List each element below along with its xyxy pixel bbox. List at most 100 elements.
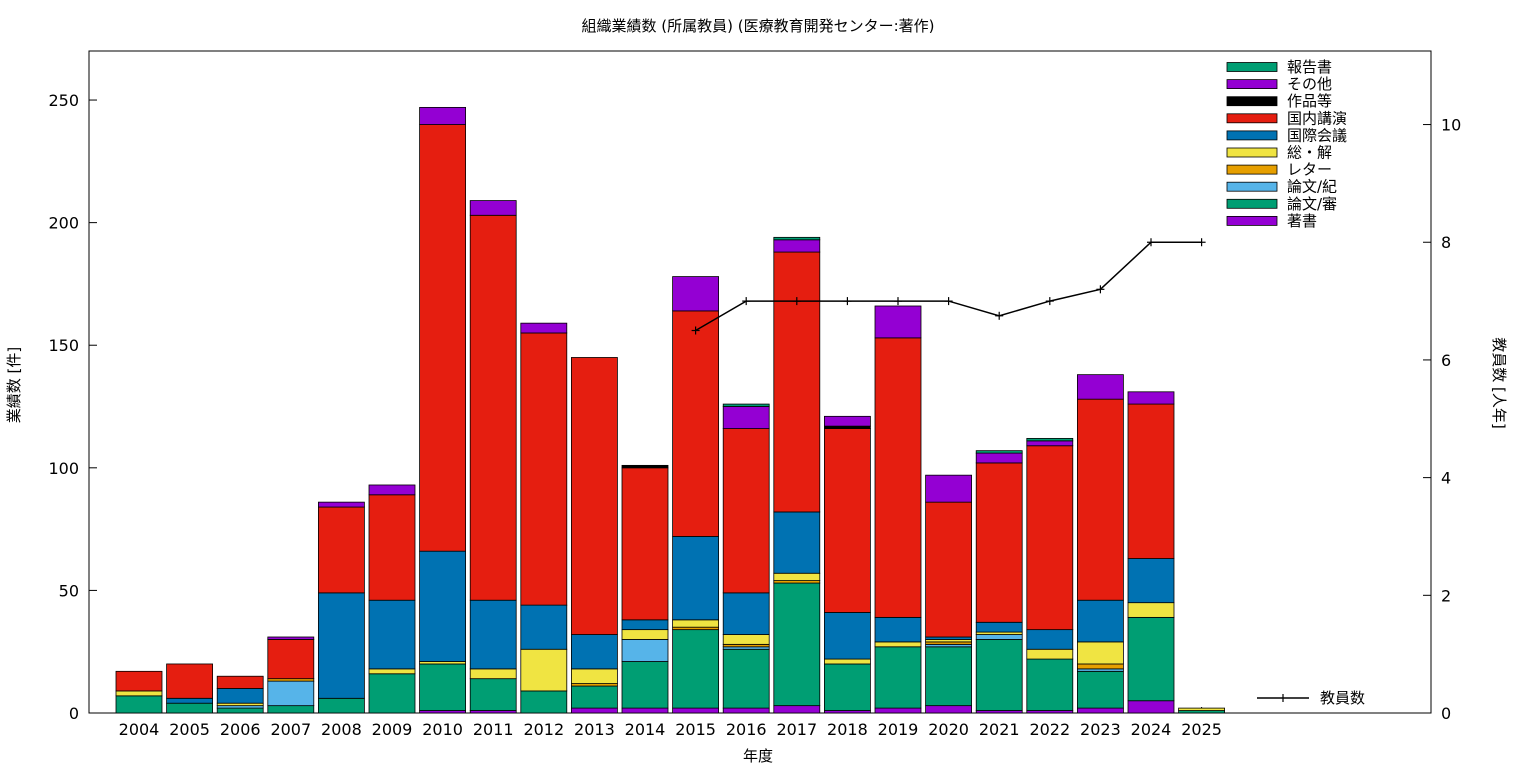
y2-tick-label: 8	[1441, 233, 1451, 252]
bar-segment	[1077, 663, 1124, 670]
bar-segment	[722, 428, 770, 594]
bar-segment	[571, 685, 618, 709]
legend-swatch	[1226, 79, 1278, 89]
legend-swatch	[1226, 198, 1278, 209]
bar-segment	[672, 276, 719, 312]
bar-segment	[773, 251, 821, 513]
y2-axis-label: 教員数 [人年]	[1490, 337, 1508, 428]
x-tick-label: 2024	[1131, 720, 1172, 739]
x-tick-label: 2023	[1080, 720, 1121, 739]
bar-segment	[469, 668, 517, 680]
bar-segment	[419, 124, 467, 552]
x-tick-label: 2015	[675, 720, 716, 739]
bar-segment	[571, 634, 618, 670]
legend-swatch	[1226, 113, 1278, 124]
y-tick-label: 0	[69, 704, 79, 723]
legend-swatch	[1226, 181, 1278, 192]
legend-swatch	[1226, 147, 1278, 158]
x-tick-label: 2020	[928, 720, 969, 739]
bar-segment	[1127, 700, 1175, 714]
bar-segment	[1077, 599, 1124, 643]
bar-segment	[317, 697, 365, 714]
bar-segment	[874, 641, 922, 648]
bar-segment	[368, 494, 416, 601]
x-tick-label: 2016	[726, 720, 767, 739]
bar-segment	[722, 592, 770, 635]
bar-segment	[773, 705, 821, 714]
bar-segment	[368, 668, 416, 675]
bar-segment	[166, 663, 214, 699]
bar-segment	[267, 680, 315, 707]
line-series-faculty	[695, 241, 1202, 332]
bar-segment	[571, 707, 618, 714]
bar-segment	[469, 214, 517, 601]
bar-segment	[1127, 391, 1175, 405]
bar-segment	[469, 599, 517, 670]
bar-segment	[722, 648, 770, 709]
bar-segment	[1077, 641, 1124, 665]
bar-segment	[419, 663, 467, 711]
bar-segment	[672, 310, 719, 537]
bar-segment	[520, 332, 568, 606]
bar-segment	[824, 663, 871, 711]
legend-line-label: 教員数	[1320, 689, 1365, 707]
bar-segment	[1026, 445, 1074, 631]
bar-segment	[115, 695, 163, 714]
legend-label: 論文/審	[1287, 195, 1337, 213]
bar-segment	[267, 636, 315, 640]
bar-segment	[1077, 670, 1124, 709]
bar-segment	[166, 697, 214, 704]
bar-segment	[520, 690, 568, 714]
bar-segment	[722, 634, 770, 645]
bar-segment	[824, 428, 871, 613]
bar-segment	[469, 200, 517, 216]
x-tick-label: 2010	[422, 720, 463, 739]
x-tick-label: 2013	[574, 720, 615, 739]
bar-segment	[824, 658, 871, 665]
x-tick-label: 2004	[119, 720, 160, 739]
legend-label: 報告書	[1287, 58, 1332, 76]
y-tick-label: 150	[48, 336, 79, 355]
bar-segment	[166, 702, 214, 714]
legend-swatch	[1226, 215, 1278, 226]
legend-label: レター	[1287, 161, 1332, 179]
x-tick-label: 2009	[372, 720, 413, 739]
bar-segment	[975, 450, 1023, 454]
bar-segment	[722, 403, 770, 407]
y-tick-label: 100	[48, 459, 79, 478]
x-axis-label: 年度	[743, 747, 773, 765]
bar-segment	[925, 474, 972, 503]
x-tick-label: 2018	[827, 720, 868, 739]
x-tick-label: 2014	[625, 720, 666, 739]
bar-segment	[773, 572, 821, 582]
bar-segment	[1026, 658, 1074, 711]
bar-segment	[621, 619, 669, 631]
bar-segment	[874, 337, 922, 618]
bar-segment	[1127, 602, 1175, 618]
bar-segment	[874, 646, 922, 709]
bar-segment	[419, 106, 467, 125]
y2-tick-label: 10	[1441, 116, 1461, 135]
x-tick-label: 2005	[169, 720, 210, 739]
bar-segment	[317, 506, 365, 594]
bar-segment	[571, 357, 618, 635]
legend-label: 作品等	[1287, 92, 1332, 110]
bar-segment	[419, 550, 467, 662]
bar-segment	[267, 705, 315, 714]
bar-segment	[672, 707, 719, 714]
x-tick-label: 2008	[321, 720, 362, 739]
bar-segment	[216, 675, 264, 689]
bar-segment	[621, 464, 669, 469]
bar-segment	[975, 462, 1023, 623]
bar-segment	[1127, 403, 1175, 559]
bar-segment	[520, 322, 568, 334]
x-tick-label: 2025	[1181, 720, 1222, 739]
bar-segment	[115, 670, 163, 692]
legend-label: 国内講演	[1287, 109, 1347, 127]
bar-segment	[874, 707, 922, 714]
bar-segment	[621, 707, 669, 714]
bar-segment	[520, 604, 568, 650]
bar-segment	[115, 690, 163, 697]
